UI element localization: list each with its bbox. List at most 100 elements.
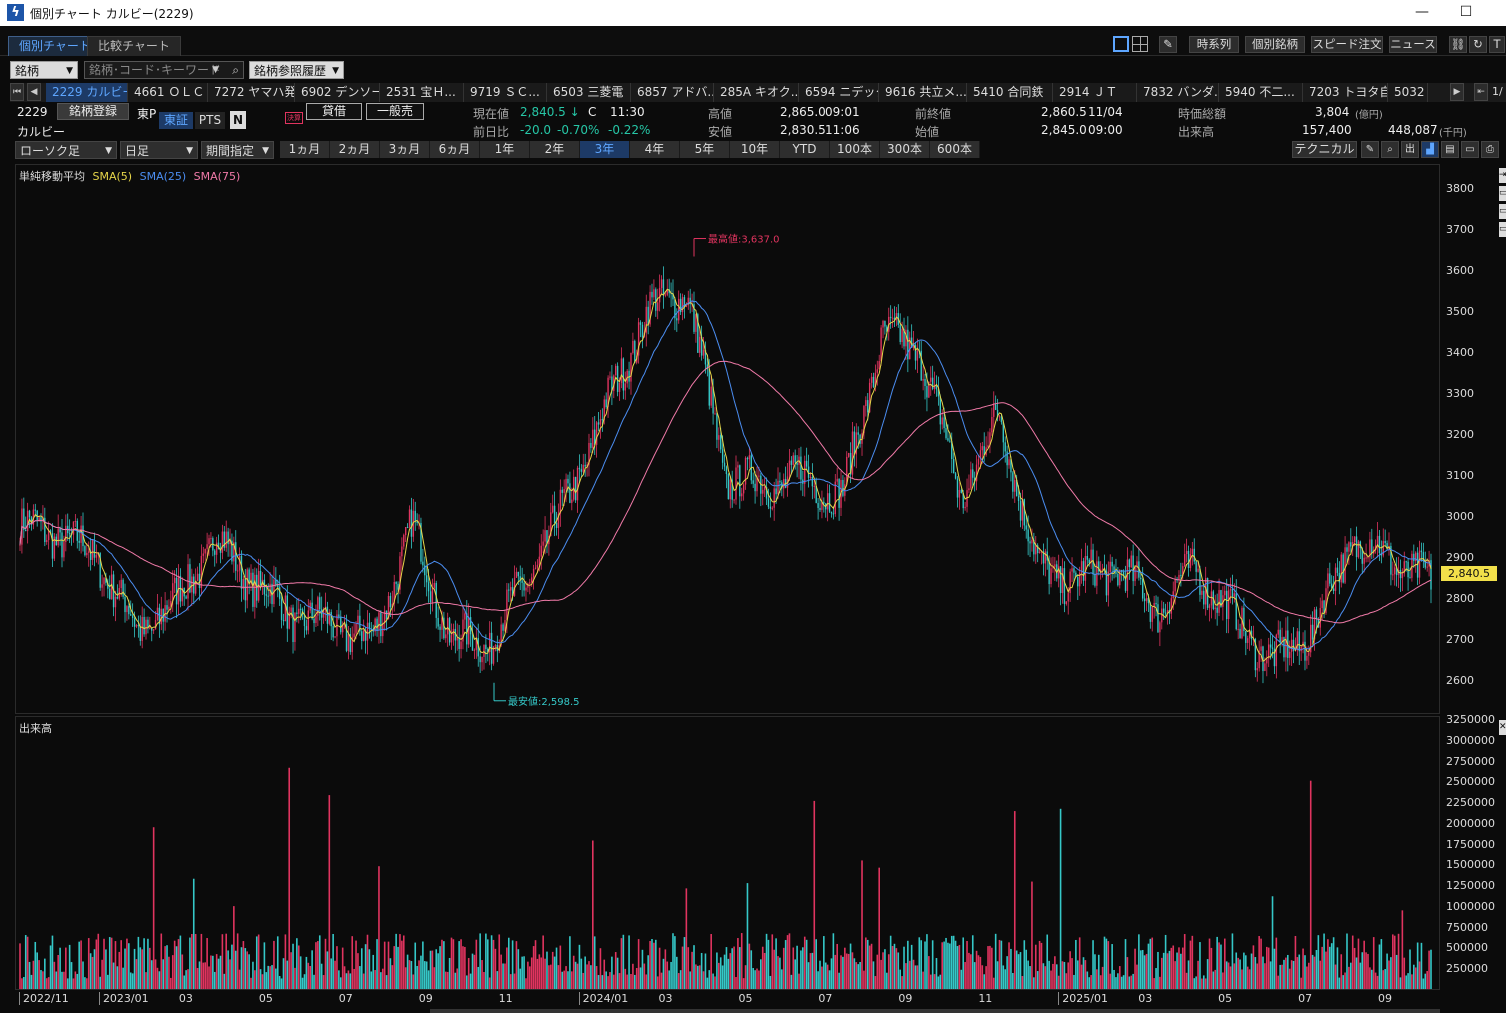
maximize-button[interactable]: ☐: [1459, 4, 1473, 20]
volume-bar: [286, 960, 289, 989]
pen-icon[interactable]: ✎: [1159, 36, 1177, 53]
exchange-tse[interactable]: 東証: [159, 112, 193, 129]
link-icon[interactable]: ⛓: [1449, 36, 1467, 53]
candle-body: [1306, 655, 1308, 661]
volume-bar: [162, 959, 165, 989]
candle-body: [467, 617, 470, 645]
side-tool-1[interactable]: ⇥: [1499, 168, 1506, 183]
speed-order-button[interactable]: スピード注文: [1311, 36, 1383, 53]
stock-tab[interactable]: 7203 トヨタ自: [1303, 83, 1388, 102]
volume-bar: [1132, 973, 1134, 989]
short-button[interactable]: 一般売: [366, 103, 424, 120]
stock-tab[interactable]: 2531 宝Ｈ...: [380, 83, 464, 102]
stock-tab[interactable]: 5410 合同鉄: [967, 83, 1053, 102]
side-tool-3[interactable]: ▭: [1499, 204, 1506, 219]
period-button[interactable]: 10年: [730, 141, 780, 158]
volume-bar: [254, 970, 256, 989]
period-mode-select[interactable]: 期間指定 ▼: [201, 141, 274, 159]
stock-tab[interactable]: 7832 バンダ...: [1137, 83, 1219, 102]
minimize-button[interactable]: —: [1415, 4, 1429, 20]
chart-type-select[interactable]: ローソク足 ▼: [15, 141, 117, 159]
register-button[interactable]: 銘柄登録: [57, 103, 129, 120]
volume-chart-pane[interactable]: 出来高: [15, 716, 1440, 990]
price-chart-pane[interactable]: 最高値:3,637.0 最安値:2,598.5 単純移動平均 SMA(5) SMA…: [15, 164, 1440, 714]
single-layout-icon[interactable]: [1113, 36, 1129, 52]
low-label: 安値: [708, 125, 733, 139]
volume-close-icon[interactable]: ✕: [1499, 720, 1506, 735]
stock-tab[interactable]: 9719 ＳＣ...: [464, 83, 547, 102]
period-button[interactable]: YTD: [780, 141, 830, 158]
back-icon[interactable]: ⇤: [1474, 83, 1488, 101]
interval-select[interactable]: 日足 ▼: [120, 141, 198, 159]
volume-bar: [824, 962, 827, 989]
candle-body: [278, 587, 281, 599]
volume-bar: [1031, 881, 1033, 989]
stock-tab[interactable]: 6902 デンソー: [295, 83, 380, 102]
volume-bar: [603, 959, 606, 989]
candle-body: [1210, 591, 1213, 606]
candle-body: [265, 594, 268, 596]
exchange-pts[interactable]: PTS: [195, 112, 225, 129]
stock-tab[interactable]: 2914 ＪＴ: [1053, 83, 1137, 102]
candle-body: [563, 489, 565, 493]
timeseries-button[interactable]: 時系列: [1189, 36, 1239, 53]
period-button[interactable]: 3年: [580, 141, 630, 158]
stock-tab[interactable]: 5940 不二...: [1219, 83, 1303, 102]
period-button[interactable]: 2ヵ月: [330, 141, 380, 158]
period-button[interactable]: 1ヵ月: [280, 141, 330, 158]
stock-tab[interactable]: 6594 ニデック: [799, 83, 879, 102]
volume-bar: [677, 973, 680, 989]
period-button[interactable]: 5年: [680, 141, 730, 158]
period-button[interactable]: 100本: [830, 141, 880, 158]
news-button[interactable]: ニュース: [1389, 36, 1437, 53]
horizontal-scrollbar[interactable]: [430, 1009, 1440, 1013]
period-button[interactable]: 3ヵ月: [380, 141, 430, 158]
stock-tab[interactable]: 9616 共立メ...: [879, 83, 967, 102]
area-chart-icon[interactable]: ▟: [1421, 141, 1439, 158]
period-button[interactable]: 600本: [930, 141, 980, 158]
volume-bar: [750, 950, 753, 989]
folder-icon[interactable]: ▭: [1461, 141, 1479, 158]
stock-tab[interactable]: 7272 ヤマハ発: [208, 83, 295, 102]
document-icon[interactable]: ▤: [1441, 141, 1459, 158]
search-type-select[interactable]: 銘柄 ▼: [10, 61, 78, 79]
side-tool-4[interactable]: ▭: [1499, 222, 1506, 237]
period-button[interactable]: 6ヵ月: [430, 141, 480, 158]
period-button[interactable]: 300本: [880, 141, 930, 158]
volume-chart[interactable]: [16, 717, 1440, 990]
text-icon[interactable]: T: [1489, 36, 1505, 53]
zoom-icon[interactable]: ⌕: [1381, 141, 1399, 158]
next-icon[interactable]: ▶: [1450, 83, 1464, 101]
first-icon[interactable]: ⏮: [10, 83, 24, 101]
stock-tab[interactable]: 6857 アドバ...: [631, 83, 714, 102]
volume-bar: [1313, 956, 1316, 989]
stock-tab[interactable]: 5032 ｱ: [1388, 83, 1428, 102]
period-button[interactable]: 2年: [530, 141, 580, 158]
stock-tab[interactable]: 4661 ＯＬＣ: [128, 83, 208, 102]
volume-bar: [794, 959, 796, 989]
volume-bar: [1117, 973, 1119, 989]
grid-layout-icon[interactable]: [1132, 36, 1148, 52]
out-button[interactable]: 出: [1401, 141, 1419, 158]
period-button[interactable]: 4年: [630, 141, 680, 158]
print-icon[interactable]: ⎙: [1481, 141, 1499, 158]
individual-stock-button[interactable]: 個別銘柄: [1245, 36, 1305, 53]
search-icon[interactable]: ⌕: [232, 63, 239, 77]
candle-body: [538, 556, 541, 565]
volume-bar: [345, 973, 348, 989]
volume-bar: [1092, 940, 1094, 989]
side-tool-2[interactable]: ▭: [1499, 186, 1506, 201]
stock-tab[interactable]: 2229 カルビー: [46, 83, 128, 102]
search-input[interactable]: 銘柄･コード･キーワード ▼ ⌕: [84, 61, 244, 79]
technical-button[interactable]: テクニカル: [1292, 141, 1357, 158]
tab-compare-chart[interactable]: 比較チャート: [87, 36, 181, 56]
draw-icon[interactable]: ✎: [1361, 141, 1379, 158]
stock-tab[interactable]: 6503 三菱電: [547, 83, 631, 102]
history-select[interactable]: 銘柄参照履歴 ▼: [249, 61, 344, 79]
prev-icon[interactable]: ◀: [27, 83, 41, 101]
stock-tab[interactable]: 285A キオク...: [714, 83, 799, 102]
lending-button[interactable]: 貸借: [306, 103, 362, 120]
refresh-icon[interactable]: ↻: [1469, 36, 1487, 53]
period-button[interactable]: 1年: [480, 141, 530, 158]
